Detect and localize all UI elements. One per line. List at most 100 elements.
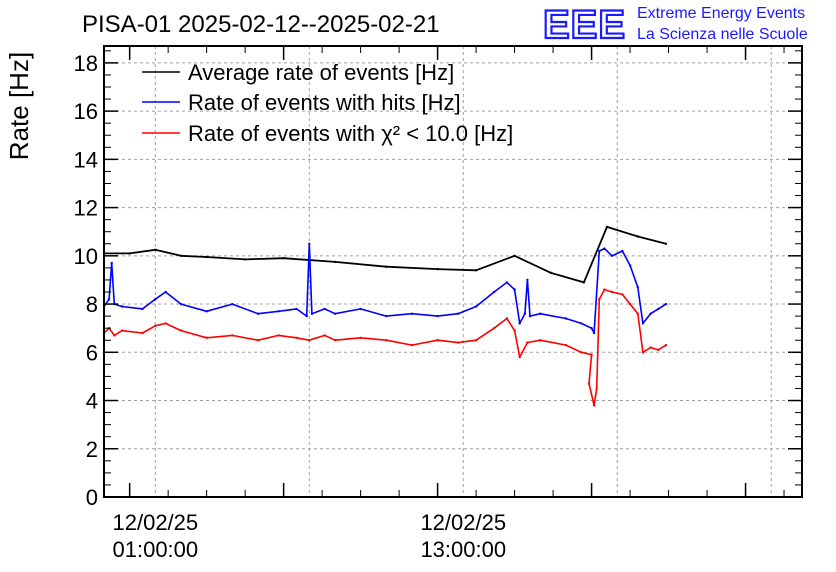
data-point-average xyxy=(282,257,285,260)
data-point-hits xyxy=(323,307,326,311)
data-point-average xyxy=(128,252,131,255)
data-point-average xyxy=(605,225,609,229)
logo-line-2: La Scienza nelle Scuole xyxy=(637,26,808,43)
data-point-hits xyxy=(526,278,529,282)
data-point-chi2 xyxy=(664,343,668,347)
data-point-average xyxy=(549,271,552,274)
grid-lines xyxy=(104,46,802,497)
x-tick-label-date: 12/02/25 xyxy=(420,510,506,535)
data-point-hits xyxy=(256,312,260,315)
data-point-chi2 xyxy=(628,302,632,306)
data-point-average xyxy=(179,254,183,257)
series-layer xyxy=(102,225,668,407)
legend-label-chi2: Rate of events with χ² < 10.0 [Hz] xyxy=(188,121,513,146)
data-point-chi2 xyxy=(333,339,337,342)
data-point-chi2 xyxy=(231,334,234,337)
data-point-hits xyxy=(664,302,668,306)
data-point-hits xyxy=(231,302,234,306)
data-point-chi2 xyxy=(474,339,478,342)
data-point-hits xyxy=(528,314,532,318)
data-point-hits xyxy=(657,307,660,311)
data-point-hits xyxy=(107,298,111,301)
data-point-hits xyxy=(410,312,414,315)
y-tick-label: 10 xyxy=(74,244,98,269)
data-point-hits xyxy=(120,305,124,308)
data-point-hits xyxy=(513,288,516,291)
data-point-chi2 xyxy=(590,353,593,356)
y-tick-label: 18 xyxy=(74,51,98,76)
data-point-chi2 xyxy=(564,343,568,347)
data-point-chi2 xyxy=(539,339,542,342)
x-tick-label-time: 01:00:00 xyxy=(113,537,199,562)
data-point-chi2 xyxy=(205,336,208,339)
data-point-chi2 xyxy=(113,334,116,337)
data-point-chi2 xyxy=(592,404,596,407)
y-tick-label: 0 xyxy=(86,485,98,510)
data-point-hits xyxy=(590,327,593,330)
data-point-chi2 xyxy=(598,298,601,301)
data-point-hits xyxy=(310,312,314,315)
data-point-chi2 xyxy=(456,341,460,344)
data-point-hits xyxy=(641,322,645,325)
data-point-hits xyxy=(110,261,113,265)
x-tick-label-time: 13:00:00 xyxy=(420,537,506,562)
data-point-hits xyxy=(492,290,496,294)
data-point-hits xyxy=(649,312,652,315)
legend-label-average: Average rate of events [Hz] xyxy=(188,60,454,85)
data-point-hits xyxy=(333,312,337,315)
data-point-chi2 xyxy=(505,317,509,320)
data-point-chi2 xyxy=(641,351,645,354)
data-point-hits xyxy=(205,310,208,313)
data-point-hits xyxy=(592,331,596,335)
data-point-chi2 xyxy=(410,343,414,347)
chart-title: PISA-01 2025-02-12--2025-02-21 xyxy=(82,11,440,38)
data-point-chi2 xyxy=(436,339,439,342)
data-point-hits xyxy=(621,249,624,253)
data-point-chi2 xyxy=(154,324,157,327)
legend: Average rate of events [Hz] Rate of even… xyxy=(142,60,513,146)
data-point-average xyxy=(205,255,208,259)
data-point-hits xyxy=(610,254,614,257)
legend-label-hits: Rate of events with hits [Hz] xyxy=(188,90,461,115)
data-point-chi2 xyxy=(492,327,496,330)
plot-frame xyxy=(103,45,803,498)
data-point-average xyxy=(582,281,586,284)
data-point-average xyxy=(385,265,388,268)
series-line-chi2 xyxy=(103,288,667,407)
data-point-chi2 xyxy=(587,382,591,385)
data-point-hits xyxy=(580,322,583,325)
data-point-hits xyxy=(308,242,311,245)
y-tick-label: 16 xyxy=(74,99,98,124)
data-point-hits xyxy=(628,264,632,267)
data-point-hits xyxy=(539,312,542,315)
data-point-hits xyxy=(456,312,460,315)
data-point-chi2 xyxy=(256,339,260,342)
data-point-average xyxy=(513,254,516,257)
logo-line-1: Extreme Energy Events xyxy=(637,5,805,22)
y-tick-label: 14 xyxy=(74,147,98,172)
data-point-chi2 xyxy=(513,329,516,332)
data-point-average xyxy=(664,242,668,245)
data-point-average xyxy=(636,235,639,238)
data-point-hits xyxy=(436,314,439,318)
data-point-chi2 xyxy=(141,331,144,335)
y-tick-label: 12 xyxy=(74,196,98,221)
data-point-hits xyxy=(505,281,509,284)
data-point-chi2 xyxy=(295,336,298,339)
data-point-hits xyxy=(523,312,527,315)
data-point-chi2 xyxy=(323,334,326,337)
y-tick-label: 6 xyxy=(86,340,98,365)
data-point-average xyxy=(154,248,157,251)
data-point-chi2 xyxy=(603,288,606,291)
data-point-chi2 xyxy=(277,334,280,337)
data-point-hits xyxy=(603,247,606,250)
data-point-chi2 xyxy=(621,293,624,296)
data-point-hits xyxy=(636,286,639,289)
y-tick-label: 8 xyxy=(86,292,98,317)
data-point-hits xyxy=(154,298,157,301)
data-point-chi2 xyxy=(179,329,183,332)
data-point-chi2 xyxy=(649,346,652,349)
data-point-chi2 xyxy=(595,387,598,390)
data-point-hits xyxy=(598,249,601,253)
